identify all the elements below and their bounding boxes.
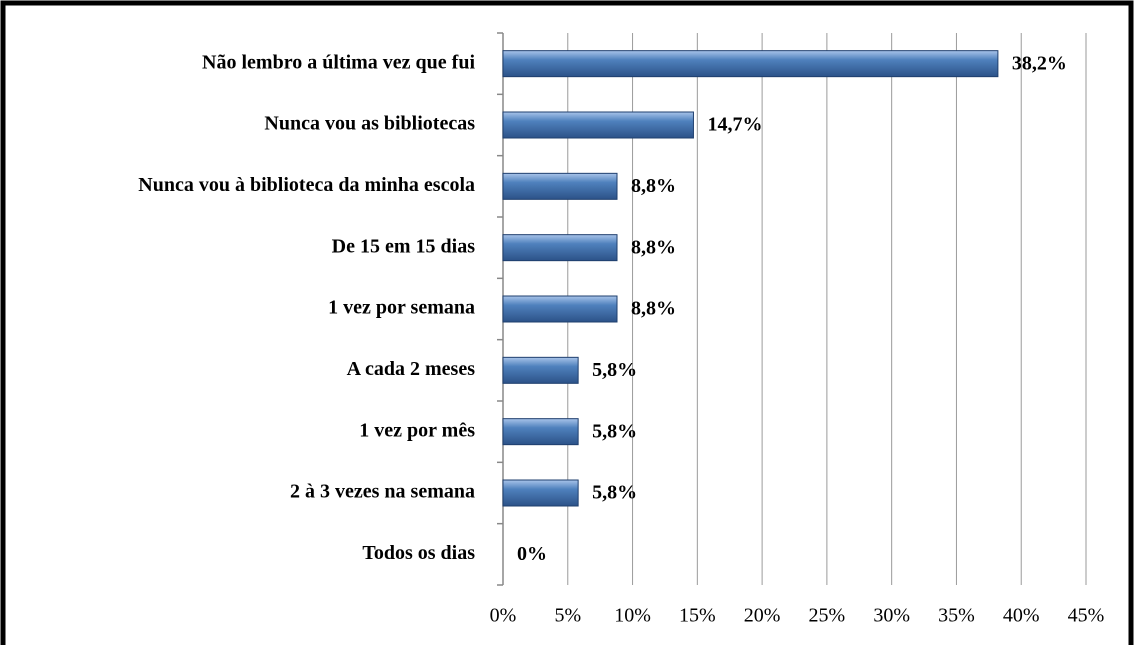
bar [502, 172, 618, 200]
x-tick-label: 0% [490, 605, 517, 627]
value-label: 5,8% [592, 359, 637, 381]
value-label: 8,8% [631, 175, 676, 197]
value-label: 8,8% [631, 298, 676, 320]
y-tick-label: 2 à 3 vezes na semana [290, 481, 475, 503]
value-label: 5,8% [592, 420, 637, 442]
x-tick-label: 20% [744, 605, 781, 627]
value-label: 8,8% [631, 236, 676, 258]
x-tick-label: 40% [1003, 605, 1040, 627]
bar [502, 234, 618, 262]
y-tick-label: Não lembro a última vez que fui [202, 51, 475, 73]
value-label: 0% [517, 543, 547, 565]
x-tick-label: 35% [938, 605, 975, 627]
y-tick-label: De 15 em 15 dias [332, 235, 476, 257]
x-tick-label: 25% [809, 605, 846, 627]
y-tick-label: Nunca vou as bibliotecas [264, 113, 475, 135]
y-tick-label: 1 vez por mês [359, 419, 475, 441]
y-tick-label: Todos os dias [362, 542, 475, 564]
bar [502, 479, 579, 507]
bar [502, 418, 579, 446]
x-tick-label: 45% [1068, 605, 1105, 627]
bar [502, 295, 618, 323]
x-tick-label: 30% [873, 605, 910, 627]
value-label: 14,7% [707, 114, 762, 136]
bar [502, 50, 999, 78]
value-label: 38,2% [1012, 52, 1067, 74]
bar [502, 111, 694, 139]
x-tick-label: 10% [614, 605, 651, 627]
y-tick-label: Nunca vou à biblioteca da minha escola [138, 174, 475, 196]
y-tick-label: 1 vez por semana [328, 297, 475, 319]
x-tick-label: 15% [679, 605, 716, 627]
bar [502, 356, 579, 384]
value-label: 5,8% [592, 482, 637, 504]
y-tick-label: A cada 2 meses [347, 358, 476, 380]
x-tick-label: 5% [554, 605, 581, 627]
